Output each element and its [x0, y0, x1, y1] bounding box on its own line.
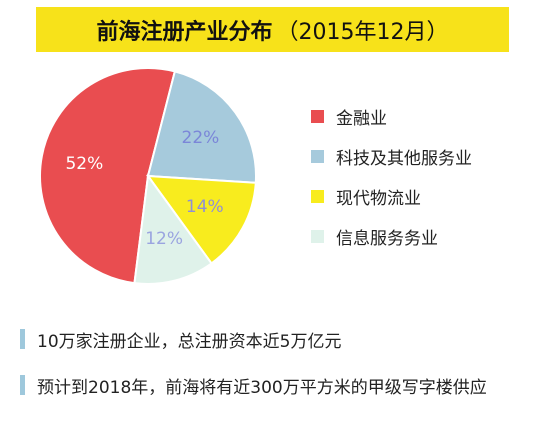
pie-chart: 52% 22% 14% 12% — [39, 67, 257, 285]
legend-label: 信息服务务业 — [336, 228, 438, 249]
note-text: 预计到2018年，前海将有近300万平方米的甲级写字楼供应 — [37, 377, 487, 398]
pie-slice-label: 52% — [65, 154, 103, 174]
chart-subtitle: （2015年12月） — [276, 19, 449, 45]
legend-swatch — [311, 109, 324, 123]
note-marker — [20, 375, 25, 395]
pie-slice-label: 14% — [186, 197, 224, 217]
pie-slice-label: 22% — [182, 128, 220, 148]
chart-title: 前海注册产业分布 — [96, 19, 273, 45]
legend-swatch — [311, 149, 324, 163]
note-item: 10万家注册企业，总注册资本近5万亿元 — [20, 326, 487, 352]
legend-swatch — [311, 189, 324, 203]
legend-label: 现代物流业 — [336, 188, 421, 209]
pie-slice-label: 12% — [145, 229, 183, 249]
pie-slice — [145, 174, 257, 265]
notes: 10万家注册企业，总注册资本近5万亿元 预计到2018年，前海将有近300万平方… — [20, 326, 487, 418]
legend-label: 科技及其他服务业 — [336, 148, 472, 169]
legend-item: 信息服务务业 — [311, 216, 472, 256]
legend-label: 金融业 — [336, 108, 387, 129]
legend-item: 现代物流业 — [311, 176, 472, 216]
note-item: 预计到2018年，前海将有近300万平方米的甲级写字楼供应 — [20, 372, 487, 398]
legend: 金融业科技及其他服务业 现代物流业信息服务务业 — [311, 96, 472, 256]
legend-swatch — [311, 229, 324, 243]
note-text: 10万家注册企业，总注册资本近5万亿元 — [37, 331, 342, 352]
legend-item: 科技及其他服务业 — [311, 136, 472, 176]
pie-slice — [146, 70, 257, 184]
title-banner: 前海注册产业分布 （2015年12月） — [36, 7, 509, 52]
legend-item: 金融业 — [311, 96, 472, 136]
pie-svg: 52% 22% 14%12% — [39, 67, 257, 285]
note-marker — [20, 329, 25, 349]
pie-slice — [133, 173, 213, 285]
